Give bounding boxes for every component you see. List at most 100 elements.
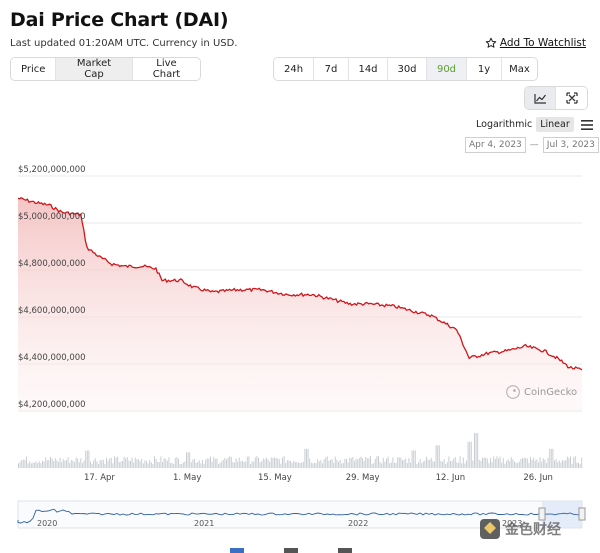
volume-bar	[512, 459, 514, 468]
volume-bar	[429, 459, 431, 468]
volume-bar	[18, 463, 19, 468]
volume-bar	[115, 457, 117, 468]
volume-bar	[34, 462, 35, 468]
tab-market-cap[interactable]: Market Cap	[56, 58, 133, 80]
watchlist-label: Add To Watchlist	[499, 37, 586, 49]
volume-bar	[349, 457, 351, 468]
volume-bar	[354, 461, 355, 468]
volume-bar	[256, 456, 258, 468]
volume-bar	[443, 459, 445, 468]
volume-bar	[254, 457, 256, 468]
range-14d[interactable]: 14d	[349, 58, 388, 80]
candlestick-icon	[565, 92, 578, 104]
volume-bar	[213, 456, 215, 468]
volume-bar	[346, 458, 347, 468]
range-1y[interactable]: 1y	[467, 58, 502, 80]
x-tick-label: 26. Jun	[523, 473, 553, 483]
y-tick-label: $4,800,000,000	[18, 259, 86, 269]
volume-bar	[363, 460, 365, 468]
volume-bar	[568, 458, 570, 468]
volume-bar	[123, 456, 125, 468]
navigator-year-label: 2020	[37, 519, 58, 528]
date-to-input[interactable]: Jul 3, 2023	[542, 137, 599, 153]
volume-bar	[450, 461, 451, 468]
volume-bar	[246, 456, 248, 468]
volume-bar	[178, 458, 179, 468]
range-30d[interactable]: 30d	[388, 58, 427, 80]
volume-bar	[442, 461, 443, 468]
volume-bar	[144, 460, 146, 468]
tab-live-chart[interactable]: Live Chart	[133, 58, 200, 80]
market-cap-area	[18, 197, 582, 411]
legend-stubs	[230, 548, 352, 553]
volume-bar	[181, 463, 183, 468]
volume-bar	[277, 458, 279, 468]
volume-bar	[261, 461, 263, 468]
volume-bar	[453, 458, 455, 468]
volume-bar	[166, 460, 168, 468]
volume-bar	[216, 458, 218, 468]
candlestick-button[interactable]	[556, 87, 587, 109]
volume-bar	[411, 450, 413, 468]
volume-bar	[358, 458, 360, 468]
volume-bar	[245, 461, 247, 468]
date-from-input[interactable]: Apr 4, 2023	[465, 137, 526, 153]
volume-bar	[88, 450, 90, 468]
navigator-handle[interactable]	[578, 507, 586, 521]
volume-bar	[118, 462, 120, 468]
range-24h[interactable]: 24h	[274, 58, 314, 80]
volume-bar	[315, 463, 317, 468]
range-90d[interactable]: 90d	[427, 58, 467, 80]
range-7d[interactable]: 7d	[314, 58, 349, 80]
volume-bar	[446, 462, 448, 468]
volume-bar	[83, 460, 85, 468]
volume-bar	[250, 464, 251, 468]
volume-bar	[360, 456, 362, 468]
volume-bar	[163, 458, 165, 468]
hamburger-menu-icon[interactable]	[580, 119, 593, 130]
add-to-watchlist-link[interactable]: Add To Watchlist	[485, 37, 586, 49]
volume-bar	[437, 445, 439, 469]
volume-bar	[128, 460, 130, 468]
volume-bar	[272, 458, 274, 468]
volume-bar	[230, 456, 232, 468]
volume-bar	[221, 461, 223, 468]
navigator-handle[interactable]	[538, 507, 546, 521]
volume-bar	[46, 460, 48, 468]
volume-bar	[317, 459, 319, 468]
volume-bar	[539, 457, 541, 468]
volume-bar	[414, 450, 416, 468]
volume-bar	[190, 462, 192, 468]
volume-bar	[427, 459, 429, 468]
volume-bar	[422, 461, 424, 468]
volume-bar	[32, 462, 34, 468]
volume-bar	[459, 456, 461, 468]
volume-bar	[26, 456, 27, 468]
volume-bar	[419, 459, 421, 468]
volume-bar	[274, 457, 275, 468]
line-chart-button[interactable]	[525, 87, 556, 109]
star-icon	[485, 37, 497, 48]
volume-bar	[187, 452, 189, 469]
volume-bar	[117, 456, 119, 468]
coingecko-logo-icon	[506, 385, 520, 399]
volume-bar	[174, 458, 176, 468]
volume-bar	[451, 460, 453, 468]
linear-option[interactable]: Linear	[536, 117, 574, 132]
volume-bar	[211, 461, 213, 468]
logarithmic-option[interactable]: Logarithmic	[476, 119, 533, 130]
volume-bar	[426, 456, 427, 468]
navigator-line	[17, 508, 583, 524]
volume-bar	[168, 457, 170, 468]
volume-bar	[291, 462, 293, 468]
volume-bar	[270, 457, 272, 468]
volume-bar	[29, 461, 31, 468]
volume-bar	[302, 461, 304, 468]
range-max[interactable]: Max	[502, 58, 537, 80]
volume-bar	[173, 463, 175, 468]
volume-bar	[520, 458, 522, 468]
tab-price[interactable]: Price	[11, 58, 56, 80]
volume-bar	[341, 463, 343, 468]
volume-bar	[69, 463, 71, 468]
